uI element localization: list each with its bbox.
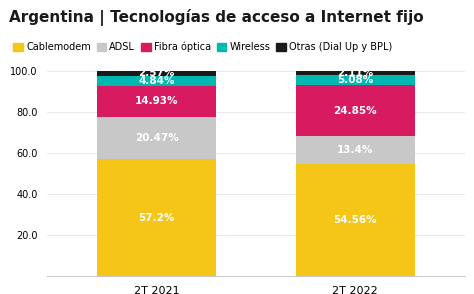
Text: 2.57%: 2.57% xyxy=(138,68,175,78)
Bar xyxy=(296,85,415,136)
Bar xyxy=(296,136,415,164)
Bar xyxy=(97,86,216,116)
Text: 20.47%: 20.47% xyxy=(135,133,179,143)
Bar xyxy=(296,71,415,75)
Bar xyxy=(97,76,216,86)
Text: 13.4%: 13.4% xyxy=(337,145,374,155)
Text: 57.2%: 57.2% xyxy=(138,213,175,223)
Bar xyxy=(97,116,216,159)
Text: 24.85%: 24.85% xyxy=(334,106,377,116)
Text: 5.08%: 5.08% xyxy=(337,75,374,85)
Text: 2.11%: 2.11% xyxy=(337,68,374,78)
Legend: Cablemodem, ADSL, Fibra óptica, Wireless, Otras (Dial Up y BPL): Cablemodem, ADSL, Fibra óptica, Wireless… xyxy=(9,38,396,56)
Text: Argentina | Tecnologías de acceso a Internet fijo: Argentina | Tecnologías de acceso a Inte… xyxy=(9,9,424,26)
Bar xyxy=(296,164,415,276)
Bar xyxy=(97,71,216,76)
Text: 4.84%: 4.84% xyxy=(138,76,175,86)
Bar xyxy=(97,159,216,276)
Bar xyxy=(296,75,415,85)
Text: 14.93%: 14.93% xyxy=(135,96,178,106)
Text: 54.56%: 54.56% xyxy=(334,215,377,225)
